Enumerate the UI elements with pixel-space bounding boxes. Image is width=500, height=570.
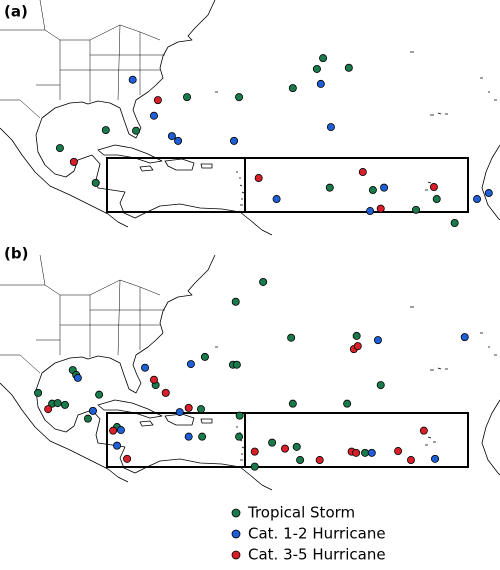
- storm-point: [174, 136, 183, 145]
- storm-point: [235, 93, 244, 102]
- storm-point: [250, 462, 259, 471]
- storm-point: [132, 126, 141, 135]
- storm-point: [272, 195, 281, 204]
- storm-point: [149, 111, 158, 120]
- storm-point: [161, 388, 170, 397]
- storm-point: [431, 454, 440, 463]
- legend-label: Tropical Storm: [247, 504, 355, 522]
- storm-point: [412, 205, 421, 214]
- legend-label: Cat. 1-2 Hurricane: [248, 525, 386, 543]
- storm-point: [319, 54, 328, 63]
- storm-point: [128, 75, 137, 84]
- storm-point: [460, 333, 469, 342]
- storm-point: [183, 93, 192, 102]
- storm-point: [184, 432, 193, 441]
- legend-swatch: [231, 550, 241, 560]
- storm-point: [55, 144, 64, 153]
- storm-point: [358, 168, 367, 177]
- storm-point: [352, 331, 361, 340]
- storm-point: [288, 84, 297, 93]
- storm-point: [231, 297, 240, 306]
- storm-point: [368, 186, 377, 195]
- storm-point: [352, 448, 361, 457]
- storm-point: [88, 406, 97, 415]
- storm-point: [198, 432, 207, 441]
- storm-point: [91, 178, 100, 187]
- storm-point: [235, 411, 244, 420]
- storm-point: [167, 132, 176, 141]
- storm-point: [235, 432, 244, 441]
- storm-point: [326, 123, 335, 132]
- storm-point: [366, 207, 375, 216]
- storm-point: [315, 456, 324, 465]
- storm-point: [312, 64, 321, 73]
- storm-point: [197, 405, 206, 414]
- storm-point: [473, 195, 482, 204]
- storm-point: [123, 454, 132, 463]
- storm-point: [380, 183, 389, 192]
- storm-point: [288, 399, 297, 408]
- storm-point: [113, 441, 122, 450]
- storm-point: [432, 195, 441, 204]
- storm-point: [394, 447, 403, 456]
- storm-point: [254, 174, 263, 183]
- storm-point: [376, 204, 385, 213]
- storm-point: [200, 352, 209, 361]
- storm-point: [296, 456, 305, 465]
- storm-point: [316, 79, 325, 88]
- storm-point: [361, 448, 370, 457]
- storm-point: [141, 363, 150, 372]
- storm-point: [376, 381, 385, 390]
- legend-label: Cat. 3-5 Hurricane: [248, 546, 386, 564]
- storm-point: [450, 219, 459, 228]
- storm-point: [373, 336, 382, 345]
- storm-point: [292, 442, 301, 451]
- panel-label: (a): [4, 3, 28, 21]
- storm-point: [232, 360, 241, 369]
- storm-point: [268, 438, 277, 447]
- storm-point: [184, 403, 193, 412]
- storm-point: [69, 157, 78, 166]
- storm-point: [34, 388, 43, 397]
- storm-point: [175, 408, 184, 417]
- storm-point: [429, 183, 438, 192]
- storm-point: [60, 400, 69, 409]
- storm-point: [149, 375, 158, 384]
- storm-point: [367, 448, 376, 457]
- storm-point: [44, 405, 53, 414]
- storm-point: [353, 342, 362, 351]
- storm-point: [325, 183, 334, 192]
- legend-swatch: [231, 529, 241, 539]
- storm-point: [280, 444, 289, 453]
- storm-point: [344, 63, 353, 72]
- storm-point: [83, 414, 92, 423]
- storm-point: [53, 399, 62, 408]
- storm-point: [419, 426, 428, 435]
- storm-point: [109, 426, 118, 435]
- storm-point: [73, 373, 82, 382]
- storm-point: [186, 360, 195, 369]
- storm-point: [95, 390, 104, 399]
- storm-point: [230, 136, 239, 145]
- storm-point: [259, 277, 268, 286]
- storm-point: [153, 96, 162, 105]
- basemap: [0, 0, 500, 236]
- storm-point: [116, 426, 125, 435]
- storm-point: [287, 333, 296, 342]
- legend-swatch: [231, 508, 241, 518]
- storm-point: [406, 456, 415, 465]
- storm-point: [101, 126, 110, 135]
- panel-label: (b): [4, 245, 28, 263]
- storm-point: [484, 189, 493, 198]
- storm-point: [343, 399, 352, 408]
- storm-point: [250, 447, 259, 456]
